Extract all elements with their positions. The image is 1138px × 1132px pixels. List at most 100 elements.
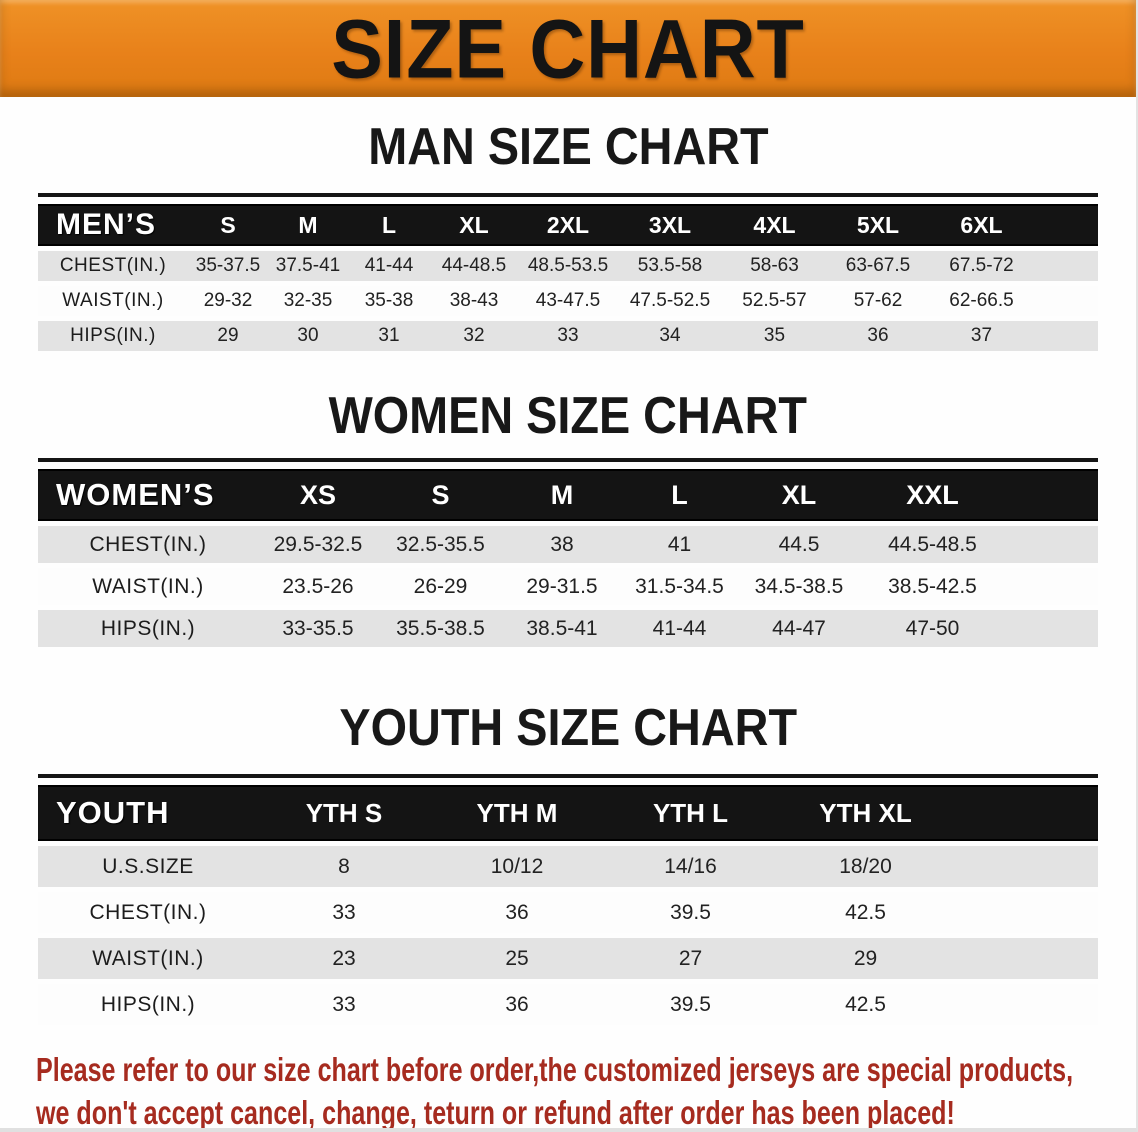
size-value-cell: 58-63 — [722, 251, 827, 281]
size-value-cell: 47.5-52.5 — [618, 286, 722, 316]
size-value-cell: 31.5-34.5 — [621, 568, 738, 605]
youth-section-title: YOUTH SIZE CHART — [339, 699, 797, 757]
size-value-cell: 31 — [348, 321, 430, 351]
header-filler — [954, 785, 1098, 841]
column-header: YTH XL — [777, 785, 954, 841]
size-value-cell: 29.5-32.5 — [258, 526, 378, 563]
size-value-cell: 57-62 — [827, 286, 929, 316]
section-youth: YOUTH SIZE CHART YOUTH YTH S YTH M YTH L YTH… — [0, 699, 1136, 1030]
header-row: YOUTH YTH S YTH M YTH L YTH XL — [38, 785, 1098, 841]
size-value-cell: 32-35 — [268, 286, 348, 316]
size-value-cell: 23.5-26 — [258, 568, 378, 605]
size-value-cell: 35-38 — [348, 286, 430, 316]
row-filler — [1005, 526, 1098, 563]
column-header: M — [503, 469, 621, 521]
size-value-cell: 38 — [503, 526, 621, 563]
banner: SIZE CHART — [0, 0, 1136, 97]
row-filler — [954, 938, 1098, 979]
size-value-cell: 30 — [268, 321, 348, 351]
size-value-cell: 43-47.5 — [518, 286, 618, 316]
size-value-cell: 18/20 — [777, 846, 954, 887]
header-row: WOMEN’S XS S M L XL XXL — [38, 469, 1098, 521]
size-value-cell: 41 — [621, 526, 738, 563]
table-row: WAIST(IN.) 23.5-26 26-29 29-31.5 31.5-34.5 34… — [38, 568, 1098, 605]
size-value-cell: 33 — [518, 321, 618, 351]
row-filler — [1034, 286, 1098, 316]
women-table: WOMEN’S XS S M L XL XXL CHEST(IN.) 29.5-32.5 32.5… — [38, 464, 1098, 652]
size-value-cell: 44-48.5 — [430, 251, 518, 281]
column-header: 3XL — [618, 204, 722, 246]
size-value-cell: 67.5-72 — [929, 251, 1034, 281]
column-header: YTH S — [258, 785, 430, 841]
size-value-cell: 25 — [430, 938, 604, 979]
size-value-cell: 44-47 — [738, 610, 860, 647]
size-value-cell: 36 — [827, 321, 929, 351]
column-header: XL — [430, 204, 518, 246]
banner-title: SIZE CHART — [331, 1, 805, 96]
women-section-title: WOMEN SIZE CHART — [328, 387, 808, 445]
size-value-cell: 35-37.5 — [188, 251, 268, 281]
table-row: HIPS(IN.) 29 30 31 32 33 34 35 36 37 — [38, 321, 1098, 351]
size-value-cell: 33 — [258, 892, 430, 933]
men-table: MEN’S S M L XL 2XL 3XL 4XL 5XL 6XL CHEST(IN.) 35-37… — [38, 199, 1098, 356]
row-filler — [954, 846, 1098, 887]
size-value-cell: 48.5-53.5 — [518, 251, 618, 281]
table-row: CHEST(IN.) 29.5-32.5 32.5-35.5 38 41 44.5 44.5… — [38, 526, 1098, 563]
size-value-cell: 29-32 — [188, 286, 268, 316]
size-value-cell: 52.5-57 — [722, 286, 827, 316]
size-value-cell: 41-44 — [348, 251, 430, 281]
size-value-cell: 29 — [777, 938, 954, 979]
size-value-cell: 37.5-41 — [268, 251, 348, 281]
table-row: CHEST(IN.) 33 36 39.5 42.5 — [38, 892, 1098, 933]
size-value-cell: 37 — [929, 321, 1034, 351]
row-label: HIPS(IN.) — [38, 984, 258, 1025]
header-filler — [1005, 469, 1098, 521]
size-value-cell: 32.5-35.5 — [378, 526, 503, 563]
column-header: L — [621, 469, 738, 521]
women-header-label: WOMEN’S — [38, 469, 258, 521]
row-label: HIPS(IN.) — [38, 610, 258, 647]
men-section-title: MAN SIZE CHART — [367, 118, 769, 176]
men-header-label: MEN’S — [38, 204, 188, 246]
row-label: CHEST(IN.) — [38, 526, 258, 563]
table-row: CHEST(IN.) 35-37.5 37.5-41 41-44 44-48.5 48.5… — [38, 251, 1098, 281]
column-header: YTH L — [604, 785, 777, 841]
size-value-cell: 35.5-38.5 — [378, 610, 503, 647]
size-value-cell: 26-29 — [378, 568, 503, 605]
size-value-cell: 36 — [430, 984, 604, 1025]
section-women: WOMEN SIZE CHART WOMEN’S XS S M L XL XXL CHEST(… — [0, 387, 1136, 652]
size-value-cell: 35 — [722, 321, 827, 351]
table-row: HIPS(IN.) 33-35.5 35.5-38.5 38.5-41 41-44 44-… — [38, 610, 1098, 647]
size-value-cell: 47-50 — [860, 610, 1005, 647]
size-value-cell: 44.5 — [738, 526, 860, 563]
size-value-cell: 29 — [188, 321, 268, 351]
size-value-cell: 38.5-42.5 — [860, 568, 1005, 605]
youth-header-label: YOUTH — [38, 785, 258, 841]
size-value-cell: 10/12 — [430, 846, 604, 887]
youth-table: YOUTH YTH S YTH M YTH L YTH XL U.S.SIZE 8 10/12… — [38, 780, 1098, 1030]
section-men: MAN SIZE CHART MEN’S S M L XL 2XL 3XL 4XL 5XL 6XL… — [0, 118, 1136, 356]
size-value-cell: 36 — [430, 892, 604, 933]
size-value-cell: 27 — [604, 938, 777, 979]
column-header: YTH M — [430, 785, 604, 841]
column-header: 4XL — [722, 204, 827, 246]
row-label: CHEST(IN.) — [38, 251, 188, 281]
youth-size-table: YOUTH YTH S YTH M YTH L YTH XL U.S.SIZE 8 10/12… — [38, 774, 1098, 1030]
size-value-cell: 34.5-38.5 — [738, 568, 860, 605]
column-header: XXL — [860, 469, 1005, 521]
column-header: S — [378, 469, 503, 521]
column-header: 2XL — [518, 204, 618, 246]
size-value-cell: 38-43 — [430, 286, 518, 316]
header-filler — [1034, 204, 1098, 246]
row-filler — [954, 892, 1098, 933]
column-header: 5XL — [827, 204, 929, 246]
size-value-cell: 44.5-48.5 — [860, 526, 1005, 563]
size-value-cell: 38.5-41 — [503, 610, 621, 647]
men-size-table: MEN’S S M L XL 2XL 3XL 4XL 5XL 6XL CHEST(IN.) 35-37… — [38, 193, 1098, 356]
header-row: MEN’S S M L XL 2XL 3XL 4XL 5XL 6XL — [38, 204, 1098, 246]
size-value-cell: 32 — [430, 321, 518, 351]
column-header: XL — [738, 469, 860, 521]
row-filler — [1005, 610, 1098, 647]
disclaimer-line-2: we don't accept cancel, change, teturn o… — [36, 1094, 955, 1131]
